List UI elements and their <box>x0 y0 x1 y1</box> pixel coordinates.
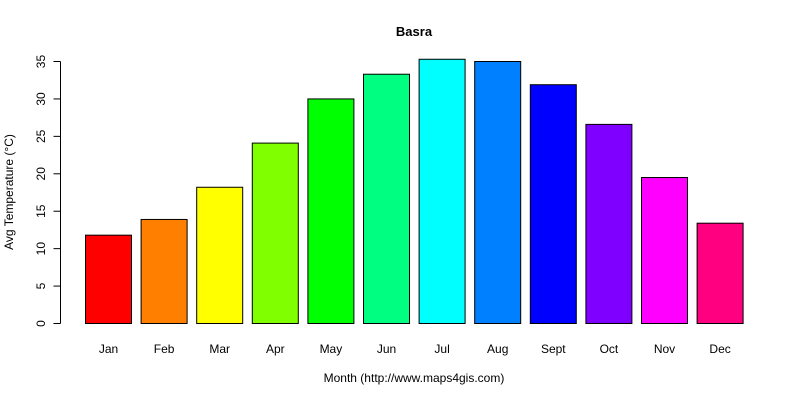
bar-jul <box>418 58 466 325</box>
x-tick-label: Jul <box>434 342 449 356</box>
bar-jun <box>363 73 410 325</box>
bar-apr <box>251 142 299 324</box>
x-tick-label: Jun <box>377 342 396 356</box>
x-axis: Jan Feb Mar Apr May Jun Jul Aug Sept Oct Nov Dec <box>99 342 731 356</box>
bar-sept <box>529 84 577 324</box>
bar-dec <box>696 222 744 324</box>
x-tick-label: Sept <box>541 342 566 356</box>
bar-may <box>307 98 355 324</box>
bar-feb <box>140 218 188 325</box>
bar-aug <box>474 61 522 324</box>
bar-mar <box>196 186 244 324</box>
x-tick-label: Mar <box>209 342 230 356</box>
x-tick-label: Jan <box>99 342 118 356</box>
y-tick-label: 25 <box>34 129 48 143</box>
bar-oct <box>585 123 633 324</box>
y-tick-label: 5 <box>34 282 48 289</box>
y-axis: 0 5 10 15 20 25 30 35 <box>34 55 61 327</box>
x-tick-label: Aug <box>487 342 508 356</box>
x-tick-label: Apr <box>266 342 285 356</box>
chart-title: Basra <box>396 24 433 39</box>
x-tick-label: May <box>320 342 343 356</box>
x-tick-label: Nov <box>654 342 675 356</box>
y-tick-label: 30 <box>34 92 48 106</box>
x-tick-label: Feb <box>154 342 175 356</box>
y-tick-label: 10 <box>34 242 48 256</box>
bar-nov <box>641 177 688 324</box>
y-tick-label: 20 <box>34 167 48 181</box>
x-axis-label: Month (http://www.maps4gis.com) <box>324 371 505 385</box>
y-axis-label: Avg Temperature (°C) <box>2 134 16 250</box>
bar-jan <box>85 234 132 324</box>
y-tick-label: 0 <box>34 320 48 327</box>
bars-group <box>85 58 744 325</box>
y-tick-label: 15 <box>34 204 48 218</box>
y-tick-label: 35 <box>34 55 48 69</box>
x-tick-label: Dec <box>709 342 730 356</box>
x-tick-label: Oct <box>600 342 619 356</box>
